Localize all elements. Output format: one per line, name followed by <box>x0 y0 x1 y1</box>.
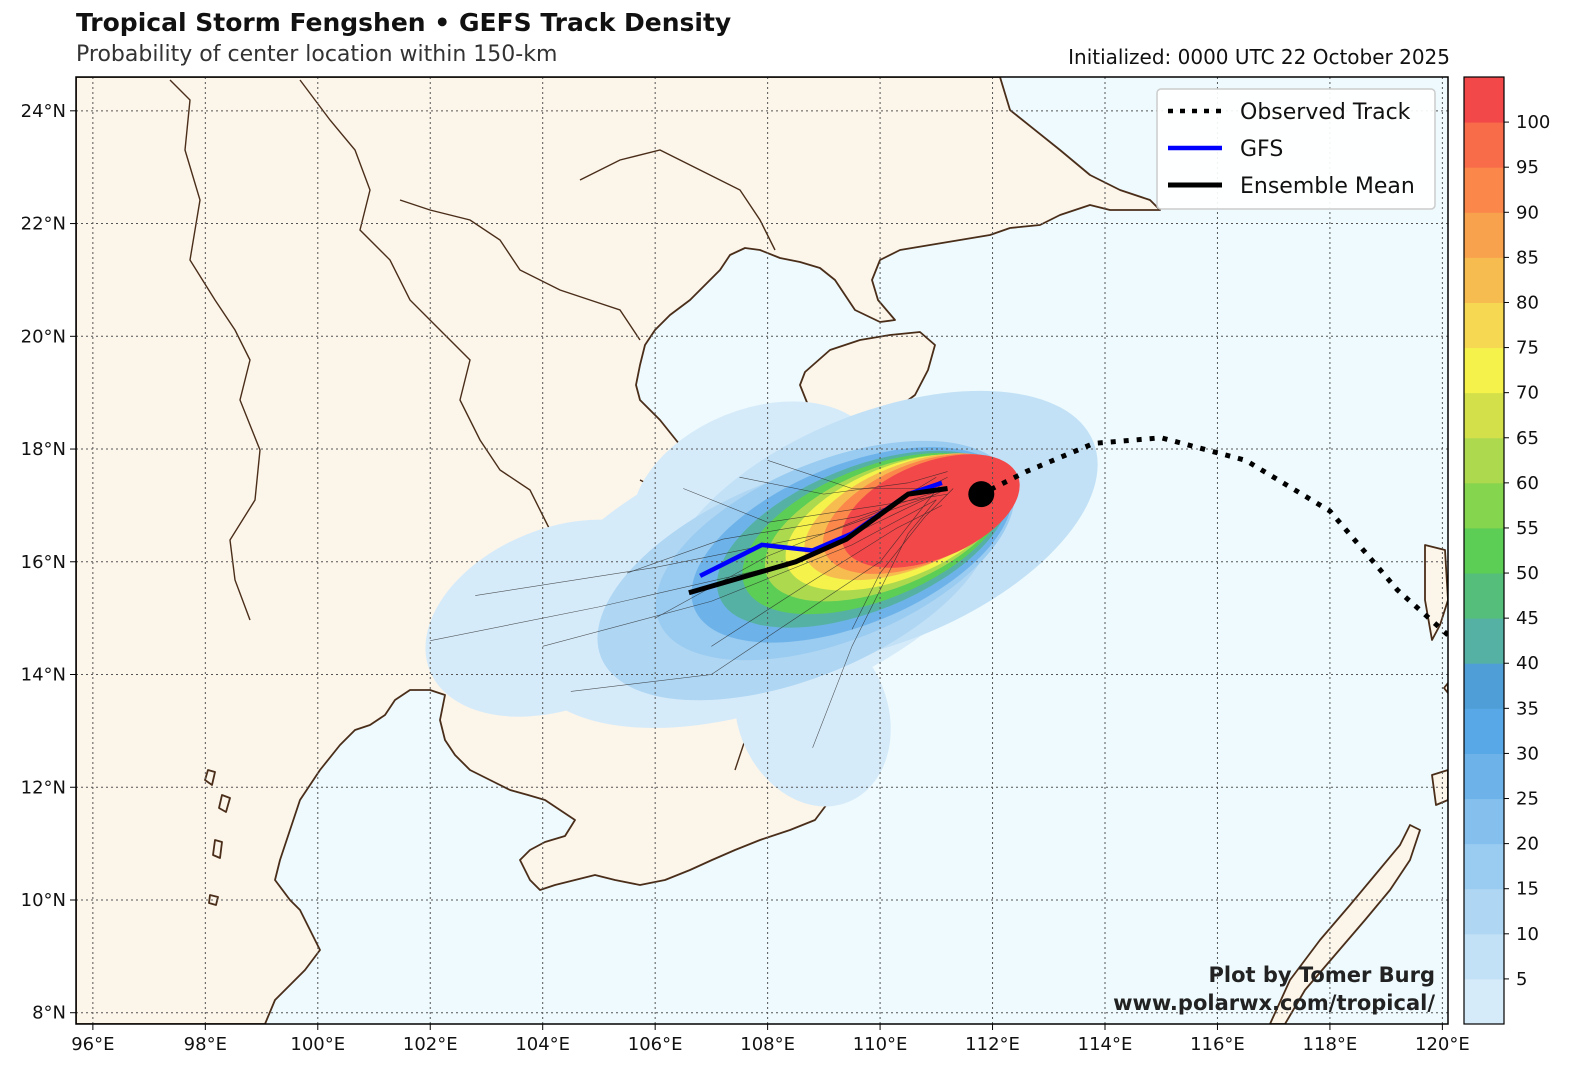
mindoro-island <box>1431 769 1448 806</box>
lat-tick-label: 8°N <box>32 1003 66 1024</box>
colorbar-segment <box>1464 663 1504 709</box>
current-position-marker <box>968 481 995 508</box>
colorbar-tick-label: 65 <box>1516 428 1539 449</box>
colorbar-tick-label: 10 <box>1516 924 1539 945</box>
colorbar-segment <box>1464 167 1504 213</box>
colorbar-tick-label: 70 <box>1516 383 1539 404</box>
andaman-islands <box>204 769 231 906</box>
legend-mean-label: Ensemble Mean <box>1240 174 1415 199</box>
ensemble-member-track <box>851 488 954 630</box>
colorbar-segment <box>1464 212 1504 258</box>
colorbar-segment <box>1464 618 1504 664</box>
ensemble-member-track <box>683 488 948 523</box>
colorbar-segment <box>1464 392 1504 439</box>
initialized-time: Initialized: 0000 UTC 22 October 2025 <box>1068 45 1450 69</box>
coast-east <box>1443 682 1448 694</box>
ensemble-member-track <box>626 488 948 574</box>
lon-tick-label: 112°E <box>965 1034 1020 1055</box>
colorbar-tick-label: 85 <box>1516 247 1539 268</box>
colorbar-segment <box>1464 482 1504 529</box>
latitude-ticks: 8°N 10°N 12°N 14°N 16°N 18°N 20°N 22°N 24°N <box>21 101 76 1024</box>
colorbar-tick-label: 55 <box>1516 518 1539 539</box>
colorbar <box>1464 77 1504 1025</box>
colorbar-segment <box>1464 437 1504 484</box>
ensemble-member-tracks <box>430 460 954 748</box>
credit-url: www.polarwx.com/tropical/ <box>1113 991 1435 1015</box>
lon-tick-label: 120°E <box>1415 1034 1470 1055</box>
colorbar-tick-label: 90 <box>1516 202 1539 223</box>
ensemble-member-track <box>542 499 937 647</box>
lon-tick-label: 116°E <box>1190 1034 1245 1055</box>
map-frame <box>75 76 1449 1025</box>
colorbar-segment <box>1464 347 1504 394</box>
colorbar-segment <box>1464 257 1504 303</box>
lon-tick-label: 104°E <box>515 1034 570 1055</box>
lon-tick-label: 100°E <box>290 1034 345 1055</box>
page-subtitle: Probability of center location within 15… <box>76 42 558 67</box>
colorbar-tick-label: 75 <box>1516 338 1539 359</box>
colorbar-segment <box>1464 798 1504 845</box>
colorbar-tick-label: 40 <box>1516 653 1539 674</box>
colorbar-tick-label: 80 <box>1516 292 1539 313</box>
lon-tick-label: 110°E <box>853 1034 908 1055</box>
colorbar-segment <box>1464 753 1504 800</box>
lat-tick-label: 10°N <box>21 890 66 911</box>
colorbar-tick-label: 95 <box>1516 157 1539 178</box>
lat-lon-grid <box>76 77 1448 1024</box>
colorbar-tick-label: 100 <box>1516 112 1550 133</box>
colorbar-segment <box>1464 77 1504 123</box>
page-title: Tropical Storm Fengshen • GEFS Track Den… <box>76 8 732 37</box>
lat-tick-label: 22°N <box>21 214 66 235</box>
lat-tick-label: 18°N <box>21 439 66 460</box>
lat-tick-label: 14°N <box>21 665 66 686</box>
colorbar-tick-label: 15 <box>1516 879 1539 900</box>
colorbar-segment <box>1464 978 1504 1025</box>
lon-tick-label: 98°E <box>184 1034 227 1055</box>
colorbar-tick-label: 35 <box>1516 698 1539 719</box>
legend: Observed Track GFS Ensemble Mean <box>1156 88 1436 210</box>
lon-tick-label: 102°E <box>403 1034 458 1055</box>
credit-author: Plot by Tomer Burg <box>1209 963 1436 987</box>
lat-tick-label: 20°N <box>21 326 66 347</box>
colorbar-segment <box>1464 888 1504 935</box>
legend-box <box>1156 88 1436 210</box>
colorbar-tick-label: 45 <box>1516 608 1539 629</box>
colorbar-labels: 5 10 15 20 25 30 35 40 45 50 55 60 65 70 75 80 85 90 95 100 <box>1504 112 1550 990</box>
colorbar-segment <box>1464 122 1504 168</box>
lon-tick-label: 118°E <box>1303 1034 1358 1055</box>
legend-observed-label: Observed Track <box>1240 100 1411 125</box>
lat-tick-label: 16°N <box>21 552 66 573</box>
legend-gfs-label: GFS <box>1240 137 1283 162</box>
lat-tick-label: 24°N <box>21 101 66 122</box>
colorbar-segment <box>1464 573 1504 619</box>
colorbar-segment <box>1464 843 1504 890</box>
colorbar-tick-label: 20 <box>1516 834 1539 855</box>
colorbar-tick-label: 30 <box>1516 743 1539 764</box>
lat-tick-label: 12°N <box>21 777 66 798</box>
ensemble-member-track <box>711 505 943 647</box>
colorbar-tick-label: 60 <box>1516 473 1539 494</box>
colorbar-frame <box>1463 76 1505 1025</box>
lon-tick-label: 108°E <box>740 1034 795 1055</box>
longitude-ticks: 96°E 98°E 100°E 102°E 104°E 106°E 108°E 110°E 11… <box>71 1024 1470 1055</box>
colorbar-segment <box>1464 527 1504 574</box>
colorbar-tick-label: 50 <box>1516 563 1539 584</box>
ensemble-mean-track <box>688 486 948 596</box>
colorbar-tick-label: 25 <box>1516 789 1539 810</box>
colorbar-segment <box>1464 933 1504 980</box>
lon-tick-label: 106°E <box>628 1034 683 1055</box>
observed-track <box>980 435 1448 637</box>
colorbar-tick-label: 5 <box>1516 969 1527 990</box>
lon-tick-label: 96°E <box>71 1034 114 1055</box>
lon-tick-label: 114°E <box>1078 1034 1133 1055</box>
ensemble-member-track <box>430 488 948 641</box>
ensemble-member-track <box>812 499 937 748</box>
colorbar-segment <box>1464 302 1504 349</box>
ensemble-member-track <box>570 482 943 692</box>
colorbar-segment <box>1464 708 1504 754</box>
